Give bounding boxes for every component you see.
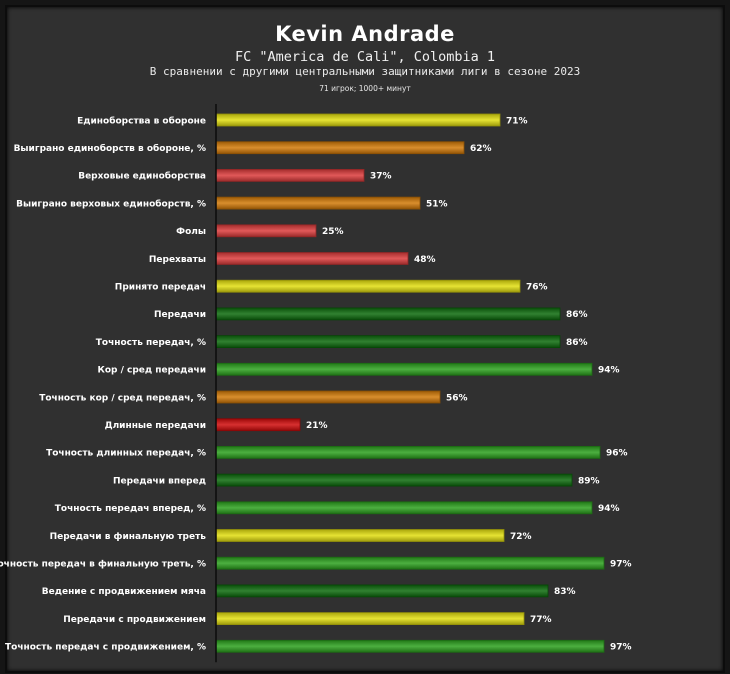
- value-label: 89%: [578, 476, 600, 486]
- bar: [215, 141, 465, 155]
- value-label: 62%: [470, 144, 492, 154]
- chart-title: Kevin Andrade: [275, 22, 455, 46]
- category-label: Фолы: [176, 227, 206, 237]
- bar: [215, 612, 525, 625]
- category-label: Передачи вперед: [113, 476, 206, 486]
- value-label: 97%: [610, 560, 632, 570]
- bar: [215, 529, 505, 542]
- value-label: 94%: [598, 504, 620, 514]
- value-label: 56%: [446, 393, 468, 403]
- category-label: Точность кор / сред передач, %: [39, 393, 206, 403]
- value-label: 48%: [414, 255, 436, 265]
- bar: [215, 279, 521, 293]
- bar: [215, 584, 549, 598]
- club-subtitle: FC "America de Cali", Colombia 1: [234, 49, 496, 65]
- value-label: 72%: [510, 532, 532, 542]
- bar: [215, 224, 317, 238]
- bar: [215, 390, 441, 404]
- comparison-subtitle: В сравнении с другими центральными защит…: [149, 65, 581, 78]
- value-label: 94%: [598, 366, 620, 376]
- value-label: 25%: [322, 227, 344, 237]
- category-label: Точность передач с продвижением, %: [5, 643, 206, 653]
- value-label: 83%: [554, 587, 576, 597]
- category-label: Точность передач в финальную треть, %: [0, 560, 206, 570]
- bar: [215, 196, 421, 210]
- sample-note: 71 игрок; 1000+ минут: [319, 84, 411, 93]
- category-label: Передачи: [154, 310, 206, 320]
- category-label: Верховые единоборства: [78, 171, 206, 182]
- category-label: Выиграно верховых единоборств, %: [16, 198, 206, 209]
- bar: [215, 445, 601, 459]
- value-label: 97%: [610, 643, 632, 653]
- bar: [215, 473, 573, 487]
- value-label: 51%: [426, 199, 448, 209]
- value-label: 86%: [566, 310, 588, 320]
- category-label: Точность передач вперед, %: [55, 504, 206, 514]
- category-label: Передачи в финальную треть: [50, 532, 207, 542]
- category-label: Ведение с продвижением мяча: [42, 587, 206, 597]
- category-label: Точность длинных передач, %: [46, 449, 206, 459]
- bar: [215, 501, 593, 515]
- bar: [215, 307, 561, 321]
- category-label: Принято передач: [115, 283, 206, 293]
- bar: [215, 556, 605, 570]
- value-label: 86%: [566, 338, 588, 348]
- value-label: 37%: [370, 172, 392, 182]
- bar: [215, 639, 605, 653]
- category-label: Точность передач, %: [96, 338, 206, 348]
- bar: [215, 113, 501, 127]
- bar: [215, 335, 561, 349]
- bar: [215, 168, 365, 182]
- category-label: Передачи с продвижением: [63, 615, 206, 625]
- category-label: Кор / сред передачи: [97, 366, 206, 376]
- value-label: 76%: [526, 283, 548, 293]
- bar: [215, 418, 301, 432]
- bar: [215, 362, 593, 376]
- value-label: 21%: [306, 421, 328, 431]
- category-label: Длинные передачи: [105, 421, 206, 431]
- value-label: 77%: [530, 615, 552, 625]
- category-label: Перехваты: [149, 255, 206, 265]
- value-label: 96%: [606, 449, 628, 459]
- category-label: Выиграно единоборств в обороне, %: [14, 143, 206, 154]
- bar: [215, 252, 409, 265]
- value-label: 71%: [506, 116, 528, 126]
- category-label: Единоборства в обороне: [77, 115, 206, 126]
